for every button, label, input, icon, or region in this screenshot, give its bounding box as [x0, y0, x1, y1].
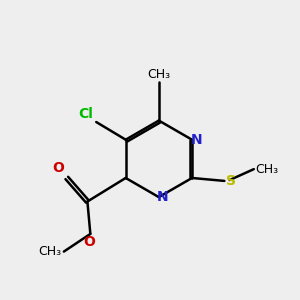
Text: CH₃: CH₃ — [147, 68, 170, 81]
Text: S: S — [226, 174, 236, 188]
Text: Cl: Cl — [78, 106, 93, 121]
Text: CH₃: CH₃ — [255, 163, 278, 176]
Text: CH₃: CH₃ — [38, 245, 61, 258]
Text: O: O — [83, 236, 95, 249]
Text: N: N — [191, 133, 203, 147]
Text: O: O — [52, 161, 64, 175]
Text: N: N — [157, 190, 169, 204]
